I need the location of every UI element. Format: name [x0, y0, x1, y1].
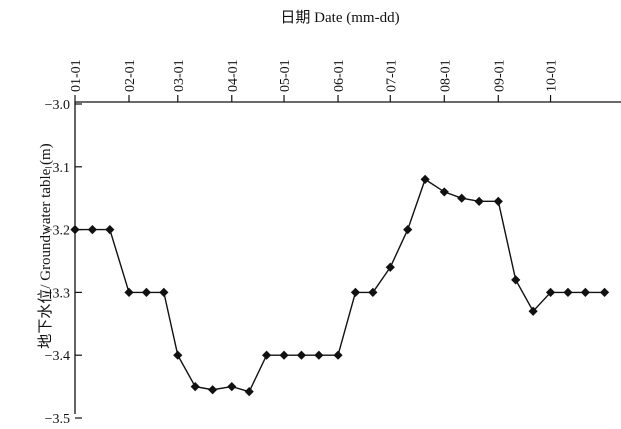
x-tick-label: 04-01 [226, 59, 241, 92]
x-tick-label: 07-01 [384, 59, 399, 92]
data-point [296, 350, 307, 360]
y-axis-label: 地下水位/ Groundwater table (m) [37, 143, 54, 348]
data-point [124, 287, 134, 297]
data-point [385, 262, 395, 272]
data-point [563, 287, 573, 297]
data-point [420, 174, 430, 184]
data-point [105, 225, 115, 235]
data-point [244, 387, 254, 397]
data-point [159, 287, 169, 297]
series-line [75, 178, 605, 393]
data-point [350, 287, 361, 297]
x-tick-label: 05-01 [278, 59, 293, 92]
x-tick-label: 01-01 [69, 59, 84, 92]
data-point [368, 287, 378, 297]
data-point [208, 385, 218, 395]
data-point [493, 196, 503, 206]
data-point [262, 350, 272, 360]
data-point [279, 350, 289, 360]
y-ticks: −3.0 −3.1 −3.2 −3.3 −3.4 −3.5 [45, 98, 82, 427]
y-tick-label: −3.1 [45, 161, 70, 176]
data-point [173, 350, 183, 360]
y-tick-label: −3.5 [45, 412, 70, 427]
data-point [474, 196, 484, 206]
y-tick-label: −3.0 [45, 98, 70, 113]
data-point [333, 350, 343, 360]
y-tick-label: −3.2 [45, 224, 70, 239]
y-tick-label: −3.3 [45, 286, 70, 301]
y-tick-label: −3.4 [45, 349, 70, 364]
data-point [439, 187, 449, 197]
x-tick-label: 08-01 [438, 59, 453, 92]
x-tick-label: 03-01 [172, 59, 187, 92]
data-point [599, 287, 610, 297]
data-point [457, 193, 467, 203]
data-point [511, 275, 521, 285]
data-point [545, 287, 556, 297]
data-point [141, 287, 152, 297]
x-tick-label: 02-01 [123, 59, 138, 92]
x-tick-label: 06-01 [332, 59, 347, 92]
x-tick-label: 10-01 [545, 59, 560, 92]
data-point [528, 306, 538, 316]
x-tick-label: 09-01 [492, 59, 507, 92]
x-axis-label: 日期 Date (mm-dd) [280, 9, 399, 26]
data-point [580, 287, 590, 297]
data-point [403, 225, 413, 235]
data-point [190, 382, 200, 392]
data-point [70, 225, 80, 235]
series-groundwater [70, 174, 610, 397]
x-ticks: 01-01 02-01 03-01 04-01 05-01 06-01 07-01 08-01… [69, 59, 560, 102]
data-point [227, 382, 237, 392]
data-point [87, 225, 98, 235]
data-point [314, 350, 324, 360]
